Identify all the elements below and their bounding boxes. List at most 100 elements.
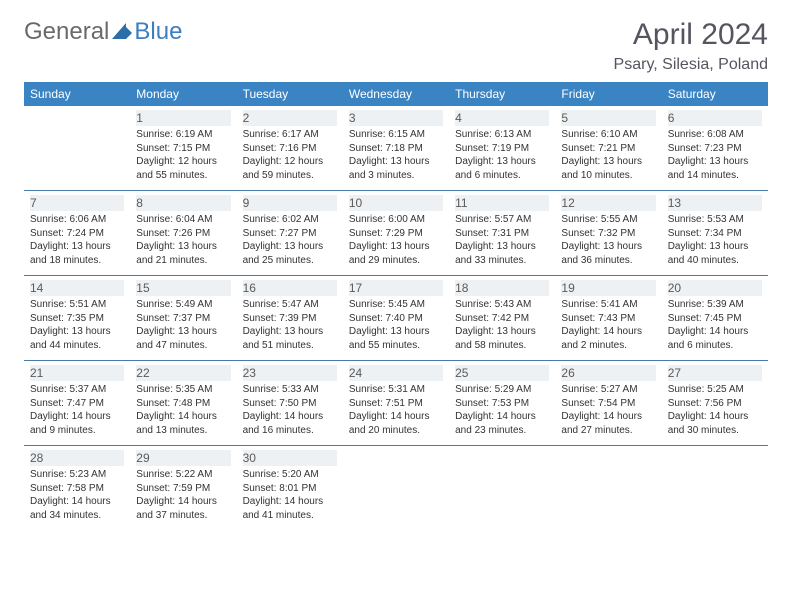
day-number: 30: [243, 450, 337, 466]
title-block: April 2024 Psary, Silesia, Poland: [614, 18, 768, 74]
day-sunset: Sunset: 7:51 PM: [349, 397, 443, 411]
logo-triangle-icon: [112, 23, 132, 39]
calendar-day-cell: 27Sunrise: 5:25 AMSunset: 7:56 PMDayligh…: [662, 361, 768, 446]
day-sunset: Sunset: 8:01 PM: [243, 482, 337, 496]
day-daylight1: Daylight: 13 hours: [455, 325, 549, 339]
weekday-header: Sunday: [24, 82, 130, 106]
day-sunrise: Sunrise: 5:45 AM: [349, 298, 443, 312]
calendar-day-cell: 7Sunrise: 6:06 AMSunset: 7:24 PMDaylight…: [24, 191, 130, 276]
weekday-header: Monday: [130, 82, 236, 106]
day-sunrise: Sunrise: 5:31 AM: [349, 383, 443, 397]
day-sunset: Sunset: 7:29 PM: [349, 227, 443, 241]
calendar-day-cell: 1 Sunrise: 6:19 AMSunset: 7:15 PMDaylight…: [130, 106, 236, 191]
day-sunset: Sunset: 7:53 PM: [455, 397, 549, 411]
day-daylight1: Daylight: 13 hours: [243, 240, 337, 254]
day-daylight1: Daylight: 14 hours: [136, 410, 230, 424]
day-sunset: Sunset: 7:54 PM: [561, 397, 655, 411]
day-sunset: Sunset: 7:19 PM: [455, 142, 549, 156]
day-daylight2: and 51 minutes.: [243, 339, 337, 353]
calendar-day-cell: 24 Sunrise: 5:31 AMSunset: 7:51 PMDayligh…: [343, 361, 449, 446]
weekday-header-row: Sunday Monday Tuesday Wednesday Thursday…: [24, 82, 768, 106]
day-number: 22: [136, 365, 230, 381]
day-number: 3: [349, 110, 443, 126]
day-daylight1: Daylight: 13 hours: [136, 325, 230, 339]
day-sunrise: Sunrise: 6:02 AM: [243, 213, 337, 227]
day-daylight2: and 2 minutes.: [561, 339, 655, 353]
day-daylight1: Daylight: 13 hours: [668, 240, 762, 254]
day-daylight2: and 44 minutes.: [30, 339, 124, 353]
calendar-day-cell: [343, 446, 449, 531]
day-daylight2: and 36 minutes.: [561, 254, 655, 268]
day-sunrise: Sunrise: 5:35 AM: [136, 383, 230, 397]
day-daylight1: Daylight: 13 hours: [349, 325, 443, 339]
day-number: 21: [30, 365, 124, 381]
day-number: 28: [30, 450, 124, 466]
calendar-day-cell: 30Sunrise: 5:20 AMSunset: 8:01 PMDayligh…: [237, 446, 343, 531]
day-number: 16: [243, 280, 337, 296]
day-sunset: Sunset: 7:24 PM: [30, 227, 124, 241]
day-number: 26: [561, 365, 655, 381]
day-sunrise: Sunrise: 5:57 AM: [455, 213, 549, 227]
calendar-day-cell: 25Sunrise: 5:29 AMSunset: 7:53 PMDayligh…: [449, 361, 555, 446]
day-number: 5: [561, 110, 655, 126]
day-sunset: Sunset: 7:15 PM: [136, 142, 230, 156]
day-sunrise: Sunrise: 5:22 AM: [136, 468, 230, 482]
day-daylight2: and 14 minutes.: [668, 169, 762, 183]
day-daylight1: Daylight: 14 hours: [349, 410, 443, 424]
day-number: 20: [668, 280, 762, 296]
day-sunset: Sunset: 7:16 PM: [243, 142, 337, 156]
day-daylight2: and 33 minutes.: [455, 254, 549, 268]
day-sunrise: Sunrise: 5:51 AM: [30, 298, 124, 312]
calendar-day-cell: 29Sunrise: 5:22 AMSunset: 7:59 PMDayligh…: [130, 446, 236, 531]
day-sunrise: Sunrise: 5:25 AM: [668, 383, 762, 397]
weekday-header: Saturday: [662, 82, 768, 106]
day-number: 8: [136, 195, 230, 211]
calendar-table: Sunday Monday Tuesday Wednesday Thursday…: [24, 82, 768, 530]
day-sunrise: Sunrise: 6:04 AM: [136, 213, 230, 227]
day-sunset: Sunset: 7:18 PM: [349, 142, 443, 156]
day-daylight1: Daylight: 14 hours: [243, 410, 337, 424]
day-sunrise: Sunrise: 5:53 AM: [668, 213, 762, 227]
calendar-day-cell: 18Sunrise: 5:43 AMSunset: 7:42 PMDayligh…: [449, 276, 555, 361]
day-sunrise: Sunrise: 6:17 AM: [243, 128, 337, 142]
day-number: 2: [243, 110, 337, 126]
day-sunrise: Sunrise: 6:19 AM: [136, 128, 230, 142]
day-daylight1: Daylight: 13 hours: [30, 325, 124, 339]
day-sunrise: Sunrise: 6:13 AM: [455, 128, 549, 142]
calendar-body: 1Sunrise: 6:19 AMSunset: 7:15 PMDaylight…: [24, 106, 768, 530]
day-sunset: Sunset: 7:42 PM: [455, 312, 549, 326]
calendar-day-cell: 26Sunrise: 5:27 AMSunset: 7:54 PMDayligh…: [555, 361, 661, 446]
day-sunset: Sunset: 7:48 PM: [136, 397, 230, 411]
calendar-day-cell: 10Sunrise: 6:00 AMSunset: 7:29 PMDayligh…: [343, 191, 449, 276]
calendar-day-cell: [24, 106, 130, 191]
calendar-week-row: 14Sunrise: 5:51 AMSunset: 7:35 PMDayligh…: [24, 276, 768, 361]
day-number: 12: [561, 195, 655, 211]
day-sunset: Sunset: 7:27 PM: [243, 227, 337, 241]
day-number: 23: [243, 365, 337, 381]
calendar-day-cell: 19Sunrise: 5:41 AMSunset: 7:43 PMDayligh…: [555, 276, 661, 361]
day-sunset: Sunset: 7:39 PM: [243, 312, 337, 326]
weekday-header: Thursday: [449, 82, 555, 106]
calendar-day-cell: 20Sunrise: 5:39 AMSunset: 7:45 PMDayligh…: [662, 276, 768, 361]
day-number: 7: [30, 195, 124, 211]
day-number: 13: [668, 195, 762, 211]
day-daylight2: and 34 minutes.: [30, 509, 124, 523]
calendar-day-cell: 21Sunrise: 5:37 AMSunset: 7:47 PMDayligh…: [24, 361, 130, 446]
day-daylight1: Daylight: 13 hours: [455, 155, 549, 169]
day-daylight1: Daylight: 12 hours: [136, 155, 230, 169]
day-daylight1: Daylight: 13 hours: [455, 240, 549, 254]
calendar-day-cell: [449, 446, 555, 531]
day-daylight2: and 20 minutes.: [349, 424, 443, 438]
calendar-day-cell: 16Sunrise: 5:47 AMSunset: 7:39 PMDayligh…: [237, 276, 343, 361]
day-sunrise: Sunrise: 6:10 AM: [561, 128, 655, 142]
day-number: 15: [136, 280, 230, 296]
day-number: 17: [349, 280, 443, 296]
day-number: 10: [349, 195, 443, 211]
day-daylight1: Daylight: 13 hours: [349, 155, 443, 169]
calendar-day-cell: 13Sunrise: 5:53 AMSunset: 7:34 PMDayligh…: [662, 191, 768, 276]
day-number: 1: [136, 110, 230, 126]
day-daylight1: Daylight: 14 hours: [561, 410, 655, 424]
day-number: 24: [349, 365, 443, 381]
calendar-week-row: 28Sunrise: 5:23 AMSunset: 7:58 PMDayligh…: [24, 446, 768, 531]
day-daylight2: and 29 minutes.: [349, 254, 443, 268]
